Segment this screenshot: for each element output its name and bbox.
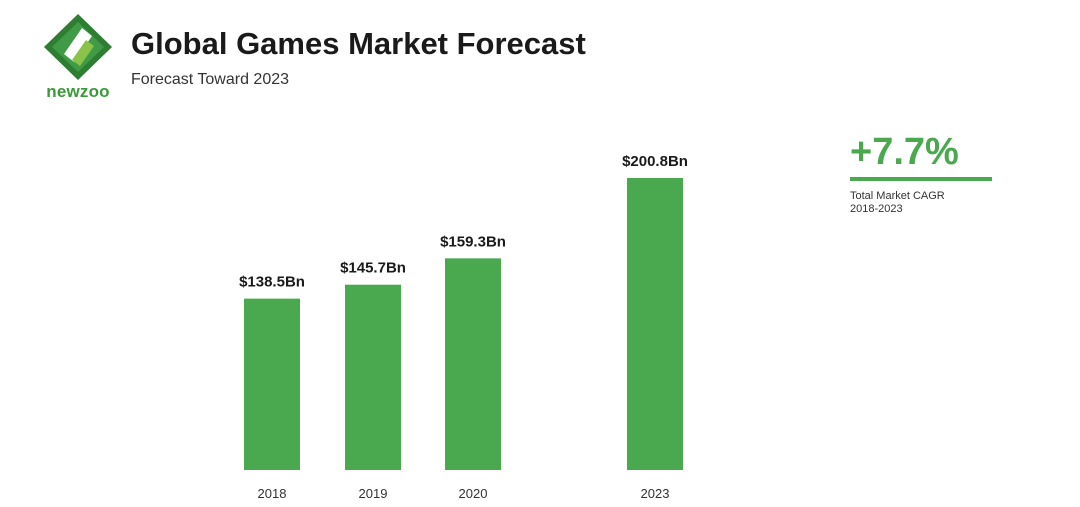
cagr-period: 2018-2023 [850, 203, 903, 215]
x-tick-label-2018: 2018 [258, 486, 287, 501]
page-title: Global Games Market Forecast [131, 26, 586, 61]
cagr-underline [850, 177, 992, 181]
newzoo-logo-icon [44, 14, 112, 80]
logo-text: newzoo [46, 82, 110, 101]
x-tick-label-2019: 2019 [359, 486, 388, 501]
bar-2019 [345, 284, 401, 470]
cagr-value: +7.7% [850, 131, 959, 173]
bar-2018 [244, 298, 300, 470]
bar-2020 [445, 258, 501, 470]
x-tick-label-2023: 2023 [641, 486, 670, 501]
cagr-label: Total Market CAGR [850, 190, 945, 202]
data-label-2023: $200.8Bn [622, 153, 688, 170]
data-label-2020: $159.3Bn [440, 233, 506, 250]
x-tick-label-2020: 2020 [459, 486, 488, 501]
newzoo-logo: newzoo [38, 14, 118, 106]
page-subtitle: Forecast Toward 2023 [131, 71, 290, 88]
data-label-2019: $145.7Bn [340, 260, 406, 277]
data-label-2018: $138.5Bn [239, 274, 305, 291]
bar-2023 [627, 178, 683, 470]
cagr-callout: +7.7% Total Market CAGR 2018-2023 [850, 130, 995, 216]
